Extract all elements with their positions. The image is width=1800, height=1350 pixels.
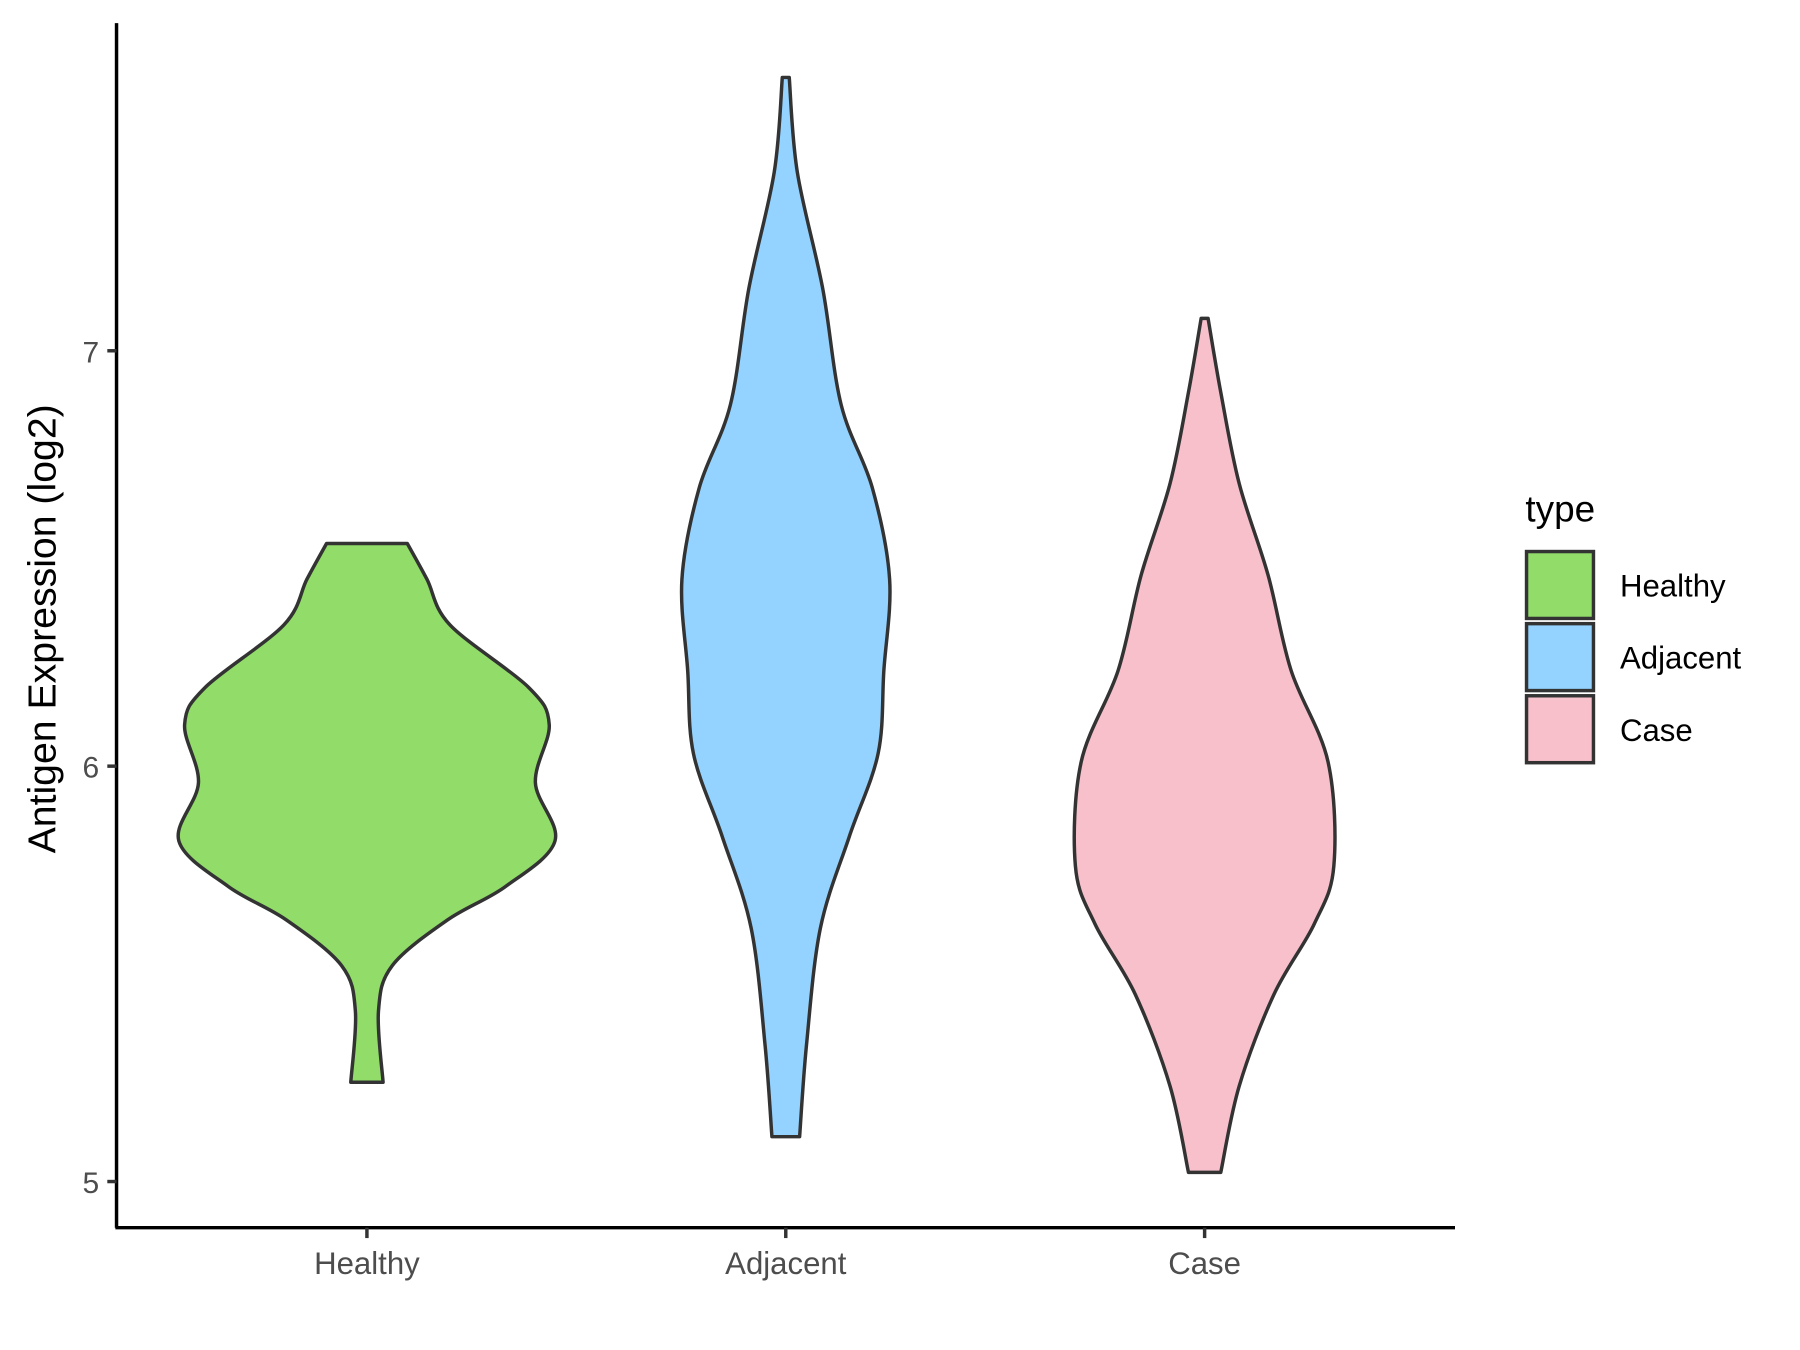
- y-ticks: 5 6 7: [83, 336, 117, 1200]
- violin-healthy: [176, 541, 558, 1084]
- x-ticks: Healthy Adjacent Case: [314, 1227, 1241, 1281]
- legend-key-healthy: [1524, 549, 1596, 621]
- legend-key-adjacent: [1524, 621, 1596, 693]
- x-tick-label: Case: [1168, 1246, 1241, 1281]
- y-tick-label: 7: [83, 336, 100, 369]
- legend-label: Adjacent: [1620, 641, 1742, 676]
- legend-key-case: [1524, 694, 1596, 765]
- x-tick-label: Healthy: [314, 1246, 420, 1281]
- legend-label: Case: [1620, 713, 1693, 748]
- violin-adjacent: [679, 75, 892, 1139]
- y-axis-label: Antigen Expression (log2): [20, 404, 64, 853]
- legend-title: type: [1525, 489, 1595, 530]
- violins: [176, 75, 1337, 1175]
- violin-case: [1072, 316, 1337, 1175]
- legend-label: Healthy: [1620, 569, 1726, 604]
- y-tick-label: 6: [83, 752, 100, 785]
- x-tick-label: Adjacent: [725, 1246, 847, 1281]
- legend: Healthy Adjacent Case: [1524, 549, 1742, 765]
- y-tick-label: 5: [83, 1167, 100, 1200]
